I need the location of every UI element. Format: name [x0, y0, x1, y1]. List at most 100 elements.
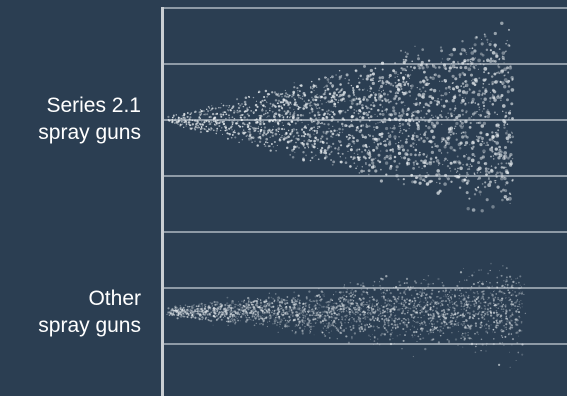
spray-particle [491, 134, 495, 139]
spray-particle [511, 135, 515, 139]
spray-particle [301, 324, 304, 326]
spray-particle [362, 78, 364, 81]
spray-particle [441, 58, 443, 60]
spray-particle [463, 311, 464, 313]
spray-particle [439, 318, 441, 321]
spray-particle [487, 109, 489, 111]
spray-particle [267, 321, 268, 323]
spray-particle [335, 88, 338, 91]
spray-particle [291, 314, 293, 315]
spray-particle [492, 96, 496, 100]
spray-particle [475, 302, 478, 305]
spray-particle [430, 301, 433, 304]
spray-particle [359, 120, 362, 123]
spray-particle [491, 331, 493, 333]
spray-particle [492, 89, 495, 92]
spray-particle [498, 153, 503, 158]
spray-particle [294, 101, 297, 104]
spray-particle [329, 82, 332, 85]
spray-particle [406, 311, 409, 314]
spray-particle [423, 82, 425, 84]
spray-particle [258, 118, 262, 122]
spray-particle [330, 324, 332, 326]
spray-particle [501, 198, 504, 202]
spray-particle [505, 80, 508, 83]
spray-particle [325, 330, 327, 331]
spray-particle [460, 337, 462, 340]
spray-particle [507, 289, 510, 292]
spray-particle [255, 303, 257, 305]
spray-particle [257, 316, 260, 319]
spray-particle [380, 120, 383, 122]
spray-particle [362, 155, 366, 159]
spray-particle [289, 139, 292, 143]
spray-particle [444, 300, 448, 303]
spray-particle [212, 324, 214, 326]
spray-particle [401, 109, 405, 113]
spray-particle [351, 311, 354, 314]
spray-particle [380, 315, 382, 317]
spray-particle [303, 104, 307, 108]
spray-particle [227, 324, 229, 326]
spray-particle [513, 308, 515, 309]
spray-particle [505, 294, 507, 296]
spray-particle [197, 122, 200, 124]
spray-particle [432, 282, 434, 285]
spray-particle [207, 130, 210, 133]
spray-particle [397, 297, 399, 300]
spray-particle [419, 287, 422, 290]
spray-particle [424, 322, 426, 324]
spray-particle [303, 307, 306, 310]
spray-particle [371, 81, 375, 86]
spray-particle [468, 87, 471, 90]
spray-particle [338, 291, 341, 293]
spray-particle [485, 173, 488, 177]
spray-particle [384, 315, 386, 317]
spray-particle [262, 312, 264, 314]
spray-particle [355, 110, 358, 112]
spray-particle [256, 306, 259, 309]
spray-particle [499, 305, 502, 308]
spray-particle [395, 102, 398, 105]
spray-particle [402, 183, 405, 186]
spray-particle [254, 314, 256, 316]
spray-particle [410, 313, 413, 317]
spray-particle [478, 285, 481, 288]
spray-particle [381, 120, 385, 124]
spray-particle [202, 317, 205, 319]
spray-particle [302, 306, 304, 308]
spray-particle [339, 296, 342, 299]
spray-particle [459, 76, 461, 78]
spray-particle [483, 63, 485, 66]
spray-particle [518, 287, 521, 290]
spray-particle [484, 116, 486, 118]
spray-particle [468, 126, 472, 129]
spray-particle [352, 317, 355, 321]
spray-particle [182, 306, 185, 309]
spray-particle [483, 318, 486, 321]
spray-particle [492, 297, 495, 300]
spray-particle [341, 131, 344, 134]
spray-particle [472, 310, 475, 313]
spray-particle [284, 307, 286, 309]
spray-particle [374, 96, 377, 99]
spray-particle [498, 145, 501, 149]
spray-particle [291, 311, 294, 314]
spray-particle [503, 286, 506, 289]
spray-particle [286, 100, 288, 102]
spray-particle [503, 126, 506, 129]
spray-particle [506, 286, 509, 288]
spray-particle [197, 126, 200, 129]
spray-particle [187, 308, 189, 309]
spray-particle [229, 108, 232, 112]
spray-particle [192, 311, 195, 314]
spray-particle [265, 137, 268, 141]
spray-particle [521, 343, 524, 346]
spray-particle [237, 102, 240, 105]
spray-particle [506, 140, 510, 143]
spray-particle [324, 76, 327, 79]
spray-particle [395, 306, 398, 308]
spray-particle [181, 123, 184, 126]
spray-particle [330, 305, 333, 308]
spray-particle [410, 87, 413, 90]
